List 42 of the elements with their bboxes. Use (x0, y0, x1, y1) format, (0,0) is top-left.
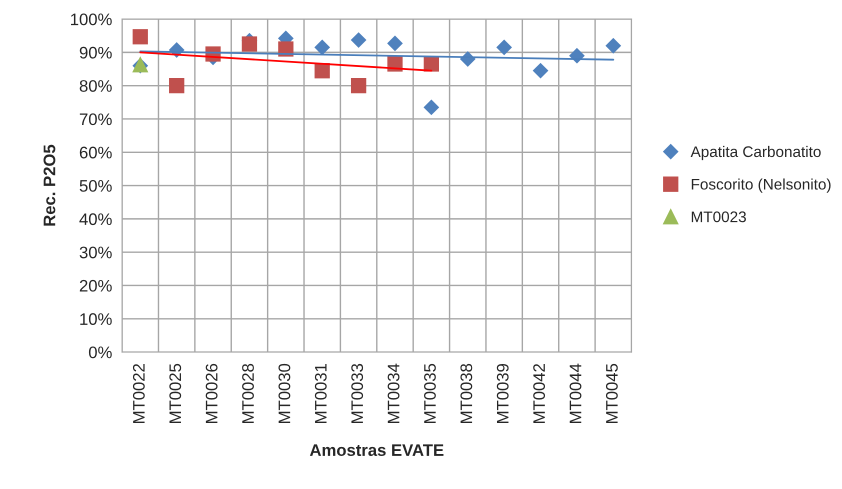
point (242, 36, 258, 52)
point (532, 63, 548, 78)
x-tick-label: MT0044 (570, 364, 582, 423)
x-tick-label: MT0026 (206, 364, 218, 423)
y-tick-label: 100% (71, 13, 112, 26)
y-tick-label: 70% (80, 113, 112, 126)
y-axis-title: Rec. P2O5 (44, 144, 56, 226)
x-tick-label: MT0042 (533, 364, 546, 423)
point (424, 100, 439, 115)
y-tick-label: 60% (80, 146, 112, 158)
x-tick-label: MT0031 (314, 364, 327, 423)
y-tick-label: 20% (80, 280, 112, 292)
x-tick-label: MT0034 (388, 364, 400, 423)
y-tick-label: 50% (80, 180, 112, 192)
point (314, 63, 330, 78)
y-tick-label: 80% (80, 80, 112, 92)
point (606, 38, 621, 54)
point (351, 32, 366, 48)
x-tick-label: MT0045 (606, 364, 618, 423)
point (350, 78, 366, 94)
legend-label: MT0023 (692, 211, 746, 222)
y-tick-label: 30% (80, 246, 112, 258)
x-axis-title: Amostras EVATE (310, 444, 444, 456)
legend-label: Foscorito (Nelsonito) (692, 178, 831, 193)
x-tick-label: MT0028 (242, 364, 254, 423)
y-tick-label: 0% (88, 346, 112, 358)
legend-label: Apatita Carbonatito (690, 146, 821, 160)
point (496, 40, 512, 55)
point (314, 40, 330, 55)
x-tick-label: MT0022 (132, 364, 145, 423)
x-tick-label: MT0033 (351, 364, 364, 423)
x-tick-label: MT0035 (424, 364, 436, 423)
x-tick-label: MT0038 (460, 364, 472, 423)
x-tick-label: MT0025 (169, 364, 182, 423)
point (387, 36, 403, 51)
x-tick-label: MT0039 (496, 364, 509, 423)
point (132, 29, 148, 44)
y-tick-label: 90% (80, 46, 112, 59)
point (169, 78, 184, 94)
y-tick-label: 40% (79, 213, 112, 226)
x-tick-label: MT0030 (278, 364, 290, 423)
y-tick-label: 10% (80, 313, 112, 325)
